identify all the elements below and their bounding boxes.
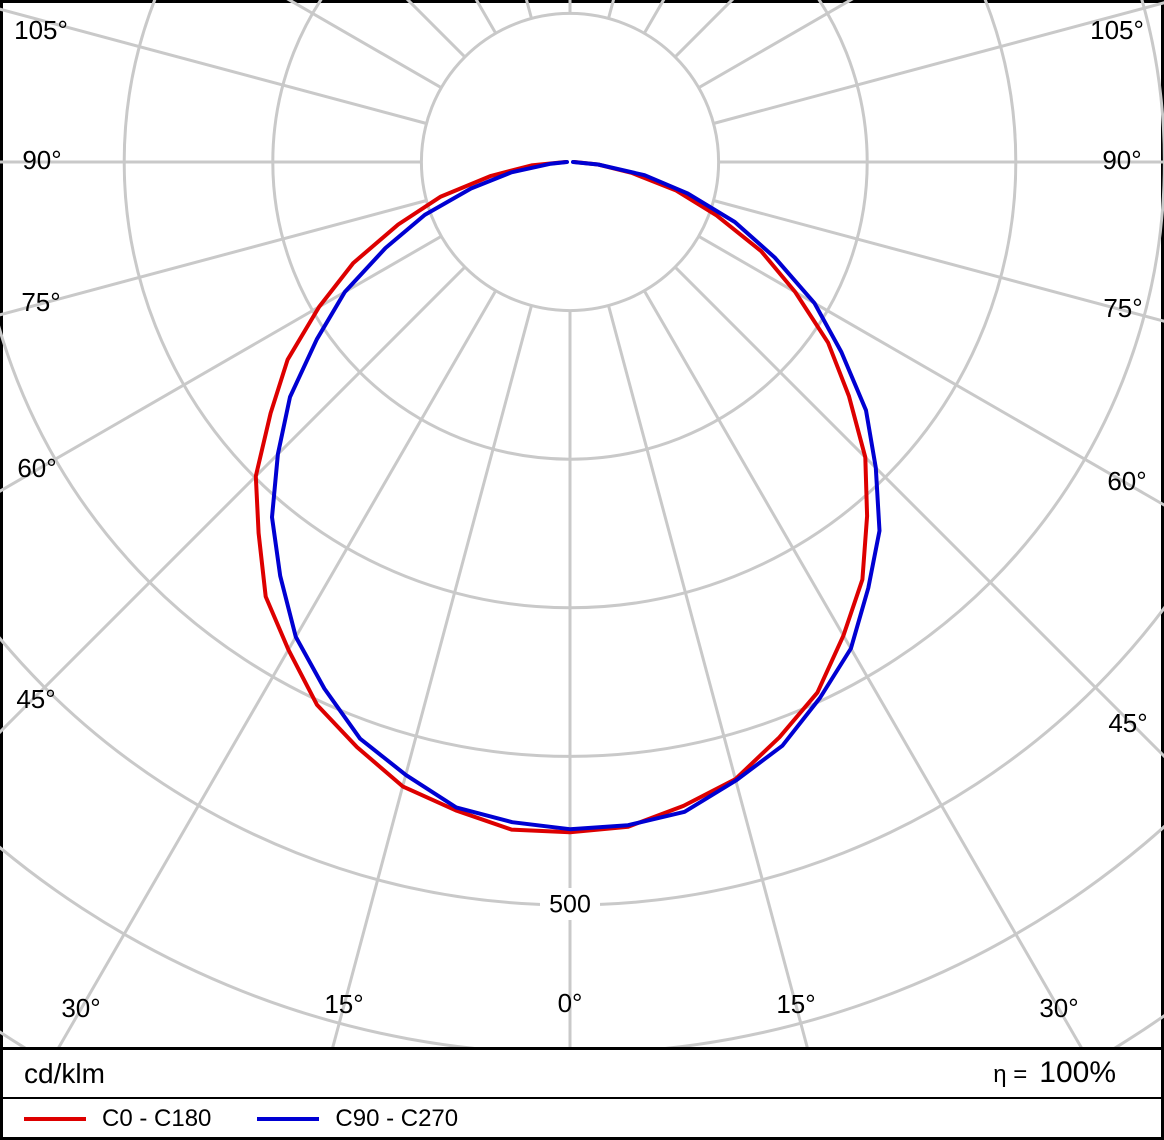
- polar-grid-ray: [524, 0, 533, 19]
- polar-grid-circle: [419, 11, 721, 313]
- angle-label-45-left: 45°: [16, 684, 55, 714]
- polar-grid-ray: [0, 235, 443, 493]
- angle-label-105-left: 105°: [14, 15, 68, 45]
- legend-item-c0-c180: C0 - C180: [24, 1105, 211, 1133]
- polar-grid-ray: [713, 1, 1164, 125]
- efficiency-label: η = 100%: [993, 1056, 1116, 1090]
- polar-grid-ray: [643, 289, 1083, 1047]
- polar-grid-ray: [643, 0, 666, 35]
- polar-grid: 500: [0, 0, 1164, 1047]
- polar-grid-ray: [57, 289, 497, 1047]
- angle-label-60-right: 60°: [1107, 466, 1146, 496]
- angle-label-90-left: 90°: [22, 145, 61, 175]
- polar-grid-circle: [0, 605, 1164, 907]
- polar-grid-ray: [607, 305, 809, 1047]
- legend-item-c90-c270: C90 - C270: [257, 1105, 458, 1133]
- polar-grid-circle: [0, 0, 1164, 758]
- angle-label-0-right: 0°: [558, 988, 583, 1018]
- curve-c90-c270: [270, 160, 882, 832]
- legend-label: C0 - C180: [102, 1105, 212, 1132]
- polar-grid-ray: [0, 199, 427, 317]
- angle-label-30-right: 30°: [1039, 993, 1078, 1023]
- angle-label-15-left: 15°: [324, 989, 363, 1019]
- curve-c0-c180: [253, 160, 870, 835]
- polar-grid-ray: [331, 305, 533, 1047]
- legend-label: C90 - C270: [335, 1105, 459, 1132]
- polar-grid-ray: [713, 199, 1164, 323]
- chart-footer: cd/klm η = 100% C0 - C180 C90 - C270: [0, 1047, 1164, 1140]
- angle-label-90-right: 90°: [1102, 145, 1141, 175]
- legend-swatch-blue-line: [257, 1117, 320, 1121]
- radial-value-label: 500: [549, 891, 591, 919]
- legend-swatch-red-line: [24, 1117, 86, 1121]
- efficiency-value: 100%: [1039, 1056, 1116, 1089]
- angle-label-75-left: 75°: [21, 287, 60, 317]
- angle-label-75-right: 75°: [1103, 293, 1142, 323]
- radial-label-bg: [540, 888, 600, 920]
- polar-chart: 500 0° 15° 15° 30° 30° 45° 45° 60° 60° 75° 75° 90° 90…: [0, 0, 1164, 1047]
- angle-label-105-right: 105°: [1090, 15, 1144, 45]
- polar-grid-ray: [0, 266, 466, 735]
- angle-label-60-left: 60°: [17, 453, 56, 483]
- angle-label-15-right: 15°: [776, 989, 815, 1019]
- polar-grid-ray: [607, 0, 616, 19]
- footer-divider: [0, 1097, 1164, 1099]
- angle-label-45-right: 45°: [1108, 708, 1147, 738]
- legend: C0 - C180 C90 - C270: [24, 1099, 1164, 1139]
- angle-label-30-left: 30°: [61, 993, 100, 1023]
- efficiency-symbol: η =: [993, 1061, 1028, 1088]
- units-label: cd/klm: [24, 1058, 105, 1089]
- polar-grid-ray: [0, 7, 427, 125]
- polar-chart-svg: 500 0° 15° 15° 30° 30° 45° 45° 60° 60° 75° 75° 90° 90…: [0, 0, 1164, 1047]
- polar-grid-ray: [674, 266, 1164, 759]
- polar-grid-ray: [697, 235, 1164, 507]
